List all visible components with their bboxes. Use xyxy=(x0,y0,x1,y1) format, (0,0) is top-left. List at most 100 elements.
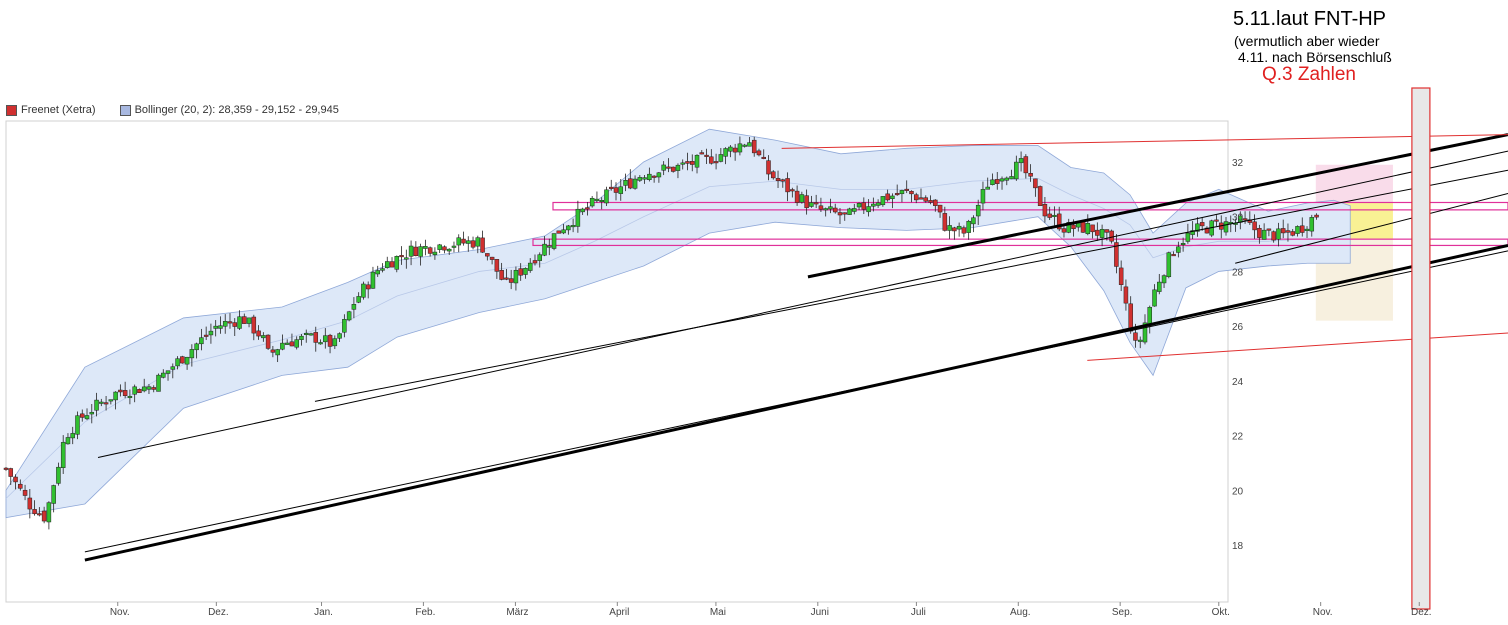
trend-lines xyxy=(84,133,1508,562)
candle-body xyxy=(99,401,104,404)
candle-body xyxy=(1009,176,1014,180)
candle-body xyxy=(961,227,967,234)
candle-body xyxy=(1061,228,1067,233)
candle-body xyxy=(1223,221,1229,233)
candle-body xyxy=(446,248,452,252)
candle-body xyxy=(628,178,633,189)
candle-body xyxy=(189,349,195,359)
candle-body xyxy=(203,334,209,337)
candle-body xyxy=(694,154,700,168)
candle-body xyxy=(852,208,857,212)
candle-body xyxy=(32,509,37,515)
y-tick-label: 20 xyxy=(1232,486,1244,497)
candle-body xyxy=(327,334,333,347)
candle-body xyxy=(437,244,442,250)
candle-body xyxy=(928,200,933,203)
annotation-event: Q.3 Zahlen xyxy=(1262,64,1356,85)
candle-body xyxy=(275,349,280,356)
x-tick-label: Dez. xyxy=(1411,607,1432,618)
candle-body xyxy=(256,330,261,337)
y-tick-label: 28 xyxy=(1232,267,1244,278)
candle-body xyxy=(532,260,538,264)
candle-body xyxy=(589,197,595,207)
candle-body xyxy=(1090,224,1095,233)
y-tick-label: 22 xyxy=(1232,432,1244,443)
candle-body xyxy=(885,193,890,201)
candle-body xyxy=(461,238,466,244)
candle-body xyxy=(1242,218,1248,221)
candle-body xyxy=(580,208,585,213)
candle-body xyxy=(747,142,752,147)
candle-body xyxy=(1052,214,1057,217)
candle-body xyxy=(80,413,85,418)
candle-body xyxy=(113,391,118,401)
x-tick-label: Juni xyxy=(811,607,829,618)
candle-body xyxy=(570,225,576,228)
candle-body xyxy=(771,171,776,179)
candle-body xyxy=(504,277,509,280)
candle-body xyxy=(251,316,257,334)
candle-body xyxy=(499,270,504,280)
x-tick-label: Jan. xyxy=(314,607,333,618)
candle-body xyxy=(956,225,962,230)
candle-body xyxy=(842,212,848,215)
candle-body xyxy=(599,200,604,203)
resistance-zone-0 xyxy=(552,201,1508,211)
candle-body xyxy=(1271,231,1276,241)
candle-body xyxy=(832,207,838,213)
candle-body xyxy=(213,325,218,329)
candle-body xyxy=(813,202,819,205)
candle-body xyxy=(651,175,657,178)
candle-body xyxy=(18,483,23,489)
candle-body xyxy=(1152,289,1157,307)
candle-body xyxy=(875,202,881,206)
candle-body xyxy=(494,259,500,272)
annotation-date: 5.11.laut FNT-HP xyxy=(1233,8,1387,30)
x-tick-label: März xyxy=(506,607,528,618)
candle-body xyxy=(1099,229,1105,238)
candle-body xyxy=(761,156,766,159)
candle-body xyxy=(165,370,171,374)
candle-body xyxy=(923,197,929,202)
candle-body xyxy=(904,188,909,191)
candle-body xyxy=(3,467,9,470)
candle-body xyxy=(41,510,47,522)
x-tick-label: Sep. xyxy=(1112,607,1133,618)
candle-body xyxy=(547,245,552,248)
candle-body xyxy=(1276,228,1281,240)
candle-body xyxy=(1042,204,1048,217)
candle-body xyxy=(1171,254,1176,257)
candle-body xyxy=(303,332,309,335)
candle-body xyxy=(246,317,252,324)
candle-body xyxy=(94,399,99,411)
candle-body xyxy=(199,337,204,345)
candle-body xyxy=(1314,214,1319,218)
candle-body xyxy=(551,233,557,249)
candle-body xyxy=(127,396,133,399)
candle-body xyxy=(847,208,852,215)
channel-line xyxy=(781,134,1508,149)
candle-body xyxy=(27,497,33,510)
candle-body xyxy=(699,152,705,155)
candle-body xyxy=(756,150,762,156)
candle-body xyxy=(1071,224,1076,230)
candle-body xyxy=(975,204,981,217)
candle-body xyxy=(1085,223,1091,235)
legend-item-price: Freenet (Xetra) xyxy=(6,104,96,116)
trend-line-thin xyxy=(314,169,1508,402)
candle-body xyxy=(942,213,948,231)
candle-body xyxy=(1114,242,1119,267)
candle-body xyxy=(370,271,376,289)
candle-body xyxy=(666,166,671,169)
candle-body xyxy=(913,194,919,201)
candle-body xyxy=(823,208,828,211)
candle-body xyxy=(146,386,152,390)
candle-body xyxy=(966,220,971,233)
candle-body xyxy=(84,415,90,420)
candle-body xyxy=(642,177,647,180)
candle-body xyxy=(289,341,295,347)
candle-body xyxy=(952,227,957,232)
candle-body xyxy=(151,387,156,390)
candle-body xyxy=(513,269,519,284)
candle-body xyxy=(485,253,490,257)
